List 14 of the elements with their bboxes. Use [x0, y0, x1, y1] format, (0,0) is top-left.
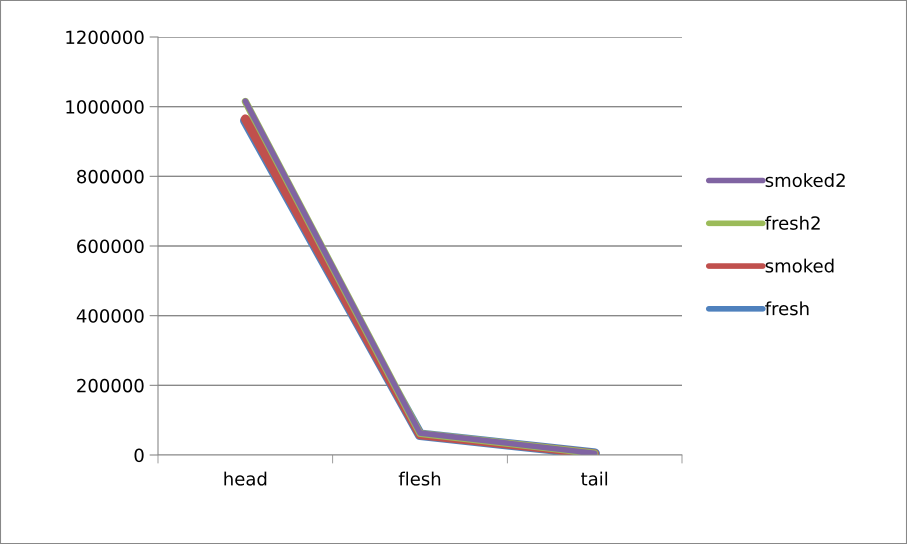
x-tick-label: flesh: [398, 472, 440, 486]
legend-label: smoked: [766, 258, 834, 273]
legend-label: smoked2: [766, 173, 845, 188]
y-tick-label: 0: [134, 448, 144, 462]
legend-label: fresh: [765, 301, 808, 316]
y-tick-label: 1000000: [66, 100, 144, 114]
y-tick-label: 800000: [77, 170, 144, 184]
y-tick-label: 400000: [76, 309, 144, 323]
legend-label: fresh2: [765, 216, 820, 230]
x-tick-label: tail: [581, 472, 608, 486]
x-tick-label: head: [224, 472, 266, 486]
y-tick-label: 1200000: [66, 30, 144, 44]
y-tick-label: 200000: [77, 378, 144, 392]
y-tick-label: 600000: [77, 239, 144, 254]
